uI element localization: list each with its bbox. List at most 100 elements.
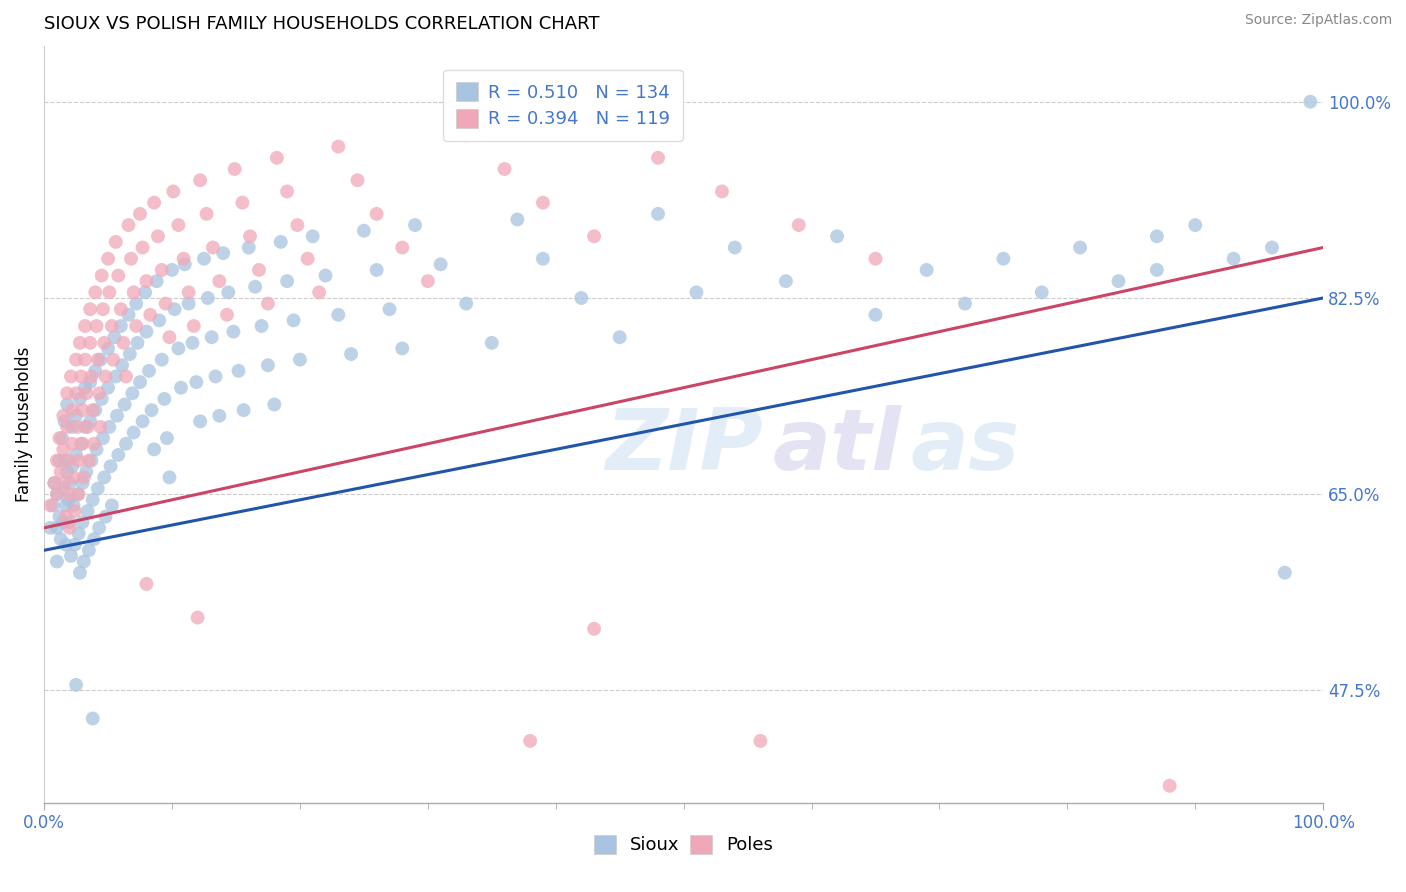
Point	[481, 335, 503, 350]
Point	[72, 436, 94, 450]
Point	[1299, 95, 1322, 109]
Point	[80, 369, 103, 384]
Point	[97, 252, 120, 266]
Point	[59, 521, 82, 535]
Point	[456, 128, 478, 143]
Point	[122, 425, 145, 440]
Point	[107, 268, 129, 283]
Point	[201, 240, 224, 254]
Point	[177, 285, 200, 300]
Point	[150, 352, 173, 367]
Point	[346, 173, 368, 187]
Point	[1274, 566, 1296, 580]
Point	[247, 263, 270, 277]
Point	[129, 207, 152, 221]
Point	[67, 453, 90, 467]
Point	[724, 240, 747, 254]
Point	[84, 285, 107, 300]
Point	[135, 577, 157, 591]
Point	[416, 274, 439, 288]
Point	[65, 409, 87, 423]
Point	[239, 229, 262, 244]
Point	[170, 381, 193, 395]
Point	[107, 448, 129, 462]
Point	[65, 352, 87, 367]
Point	[173, 252, 195, 266]
Point	[135, 274, 157, 288]
Point	[59, 515, 82, 529]
Point	[378, 302, 401, 317]
Point	[52, 409, 75, 423]
Point	[73, 318, 96, 333]
Point	[121, 386, 143, 401]
Point	[49, 532, 72, 546]
Point	[208, 409, 231, 423]
Point	[208, 274, 231, 288]
Point	[59, 475, 82, 490]
Point	[865, 252, 887, 266]
Point	[155, 296, 177, 310]
Point	[131, 240, 153, 254]
Point	[127, 335, 149, 350]
Point	[86, 318, 108, 333]
Point	[72, 515, 94, 529]
Point	[647, 151, 669, 165]
Point	[55, 509, 77, 524]
Point	[73, 470, 96, 484]
Point	[65, 678, 87, 692]
Point	[48, 509, 70, 524]
Title: SIOUX VS POLISH FAMILY HOUSEHOLDS CORRELATION CHART: SIOUX VS POLISH FAMILY HOUSEHOLDS CORREL…	[44, 15, 599, 33]
Point	[79, 335, 101, 350]
Point	[77, 453, 100, 467]
Point	[59, 549, 82, 563]
Point	[112, 335, 135, 350]
Point	[44, 475, 66, 490]
Point	[55, 499, 77, 513]
Point	[825, 229, 848, 244]
Point	[135, 325, 157, 339]
Point	[915, 263, 938, 277]
Point	[156, 431, 179, 445]
Point	[45, 453, 67, 467]
Point	[188, 173, 211, 187]
Point	[167, 342, 190, 356]
Point	[1069, 240, 1091, 254]
Point	[231, 195, 253, 210]
Point	[76, 420, 98, 434]
Point	[101, 352, 124, 367]
Point	[215, 308, 238, 322]
Point	[250, 318, 273, 333]
Point	[146, 229, 169, 244]
Point	[711, 185, 734, 199]
Point	[60, 459, 83, 474]
Point	[197, 291, 219, 305]
Point	[129, 375, 152, 389]
Point	[69, 392, 91, 406]
Point	[90, 392, 112, 406]
Point	[51, 431, 73, 445]
Point	[45, 554, 67, 568]
Point	[49, 465, 72, 479]
Point	[104, 235, 127, 249]
Point	[315, 268, 337, 283]
Point	[1031, 285, 1053, 300]
Point	[609, 330, 631, 344]
Point	[83, 532, 105, 546]
Point	[98, 285, 121, 300]
Point	[103, 330, 125, 344]
Point	[79, 302, 101, 317]
Point	[53, 453, 76, 467]
Point	[58, 492, 80, 507]
Point	[212, 246, 235, 260]
Point	[188, 414, 211, 428]
Point	[101, 318, 124, 333]
Point	[257, 358, 280, 372]
Point	[86, 442, 108, 457]
Point	[110, 318, 132, 333]
Point	[79, 375, 101, 389]
Point	[89, 420, 111, 434]
Point	[288, 352, 311, 367]
Point	[150, 263, 173, 277]
Point	[266, 151, 288, 165]
Text: atl: atl	[773, 405, 901, 488]
